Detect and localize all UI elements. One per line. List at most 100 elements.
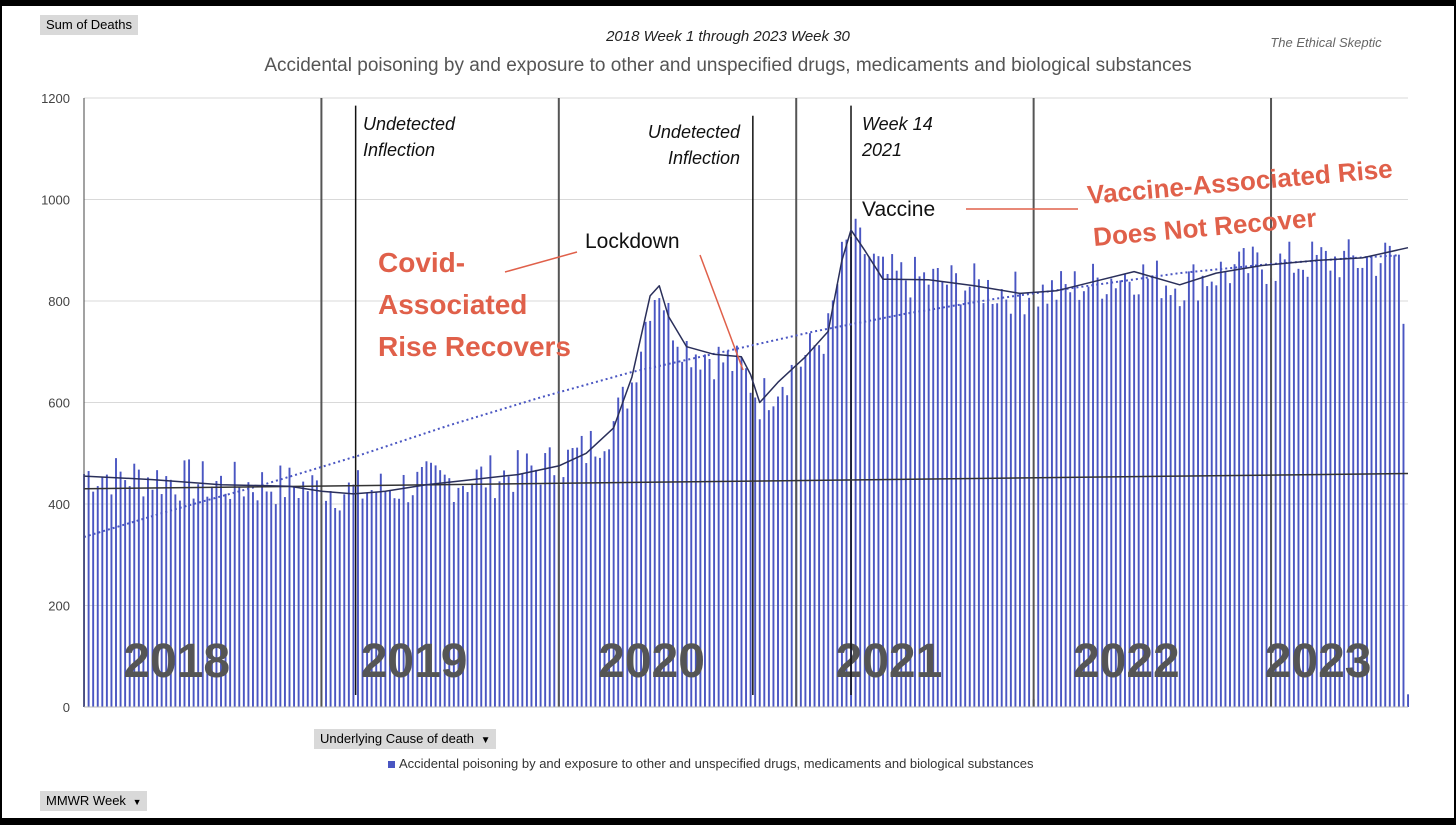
bar-week-126 [658,298,661,707]
bar-week-69 [398,498,401,707]
bar-week-21 [178,500,181,707]
bar-week-1 [87,471,90,707]
bar-week-49 [306,491,309,707]
bar-week-79 [443,474,446,707]
bar-week-197 [982,303,985,707]
bar-week-19 [169,479,172,707]
bar-week-191 [955,273,958,707]
bar-week-18 [165,476,168,707]
bar-week-98 [530,465,533,707]
bar-week-11 [133,463,136,707]
bar-week-163 [827,313,830,707]
bar-week-133 [690,367,693,707]
bar-week-204 [1014,271,1017,707]
bar-week-20 [174,494,177,707]
bar-week-193 [964,290,967,707]
mmwr-week-button[interactable]: MMWR Week ▼ [40,791,148,811]
bar-week-12 [137,469,140,707]
bar-week-147 [754,397,757,707]
bar-week-66 [384,491,387,707]
bar-week-95 [516,450,519,707]
bar-week-124 [649,320,652,707]
bar-week-130 [676,346,679,707]
cause-filter-button[interactable]: Underlying Cause of death ▼ [314,729,497,749]
bar-week-244 [1197,300,1199,707]
bar-week-203 [1009,313,1012,707]
bar-week-89 [489,455,492,707]
sum-of-deaths-button[interactable]: Sum of Deaths [40,15,138,35]
bar-week-70 [402,474,405,707]
bar-week-7 [115,458,117,707]
bar-week-283 [1375,275,1378,707]
annotation-undetected-2-line1: Undetected [648,122,741,142]
bar-week-88 [484,487,487,707]
bar-week-174 [877,256,880,707]
y-tick-400: 400 [48,497,70,512]
bar-week-282 [1370,256,1373,707]
bar-week-186 [932,268,935,707]
bar-week-56 [338,510,341,707]
bar-week-211 [1046,303,1049,707]
bar-week-135 [699,369,702,707]
covid-rise-line1: Covid- [378,247,465,278]
bar-week-57 [343,494,346,707]
bar-week-278 [1352,255,1355,707]
filter-dropdown-icon[interactable]: ▼ [480,735,491,746]
bar-week-198 [987,279,989,707]
bar-week-17 [160,494,163,707]
bar-week-146 [749,392,752,707]
bar-week-230 [1133,294,1136,707]
bar-week-192 [959,304,962,707]
bar-week-180 [904,280,907,707]
bar-week-107 [571,448,574,707]
bar-week-195 [973,263,976,707]
bar-week-272 [1324,250,1327,707]
bar-week-137 [708,359,711,707]
bar-week-213 [1055,299,1058,707]
bar-week-183 [918,276,921,707]
bar-week-54 [329,491,332,707]
bar-week-25 [197,484,200,707]
annotation-vaccine: Vaccine [862,198,935,221]
bar-week-145 [745,368,748,707]
y-tick-1000: 1000 [41,193,70,208]
bar-week-77 [434,465,437,707]
bar-week-86 [475,469,478,707]
year-label-2018: 2018 [123,635,230,688]
cause-filter-label: Underlying Cause of death [320,731,474,746]
bar-week-280 [1361,267,1364,707]
annotation-lockdown: Lockdown [585,230,680,253]
bar-week-5 [105,474,108,707]
y-tick-200: 200 [48,599,70,614]
annotation-week14-line2: 2021 [861,140,902,160]
bar-week-153 [781,386,784,707]
bar-week-274 [1334,256,1336,707]
bar-week-235 [1155,260,1158,707]
bar-week-27 [206,496,209,707]
smoothed-average-line [83,229,1409,495]
axis-dropdown-icon[interactable]: ▼ [132,797,142,807]
bar-week-205 [1019,292,1021,707]
bar-week-158 [804,355,807,707]
bar-week-240 [1178,306,1181,707]
bar-week-169 [854,218,857,707]
legend-swatch [388,761,395,769]
bar-week-123 [644,321,647,707]
bar-week-277 [1347,239,1350,707]
bar-week-210 [1041,284,1044,707]
bar-week-182 [914,256,916,707]
lockdown-pointer-left [504,251,578,273]
bar-week-103 [553,475,556,707]
bar-week-167 [845,239,848,707]
bar-week-218 [1078,299,1081,707]
bar-week-81 [452,501,455,707]
bar-week-250 [1224,271,1227,707]
bar-week-189 [945,284,948,707]
bar-week-47 [297,498,300,707]
legend: Accidental poisoning by and exposure to … [388,756,1034,771]
bar-week-96 [521,473,524,707]
bar-week-55 [334,508,337,707]
bar-week-9 [124,480,127,707]
bar-week-72 [411,495,414,707]
